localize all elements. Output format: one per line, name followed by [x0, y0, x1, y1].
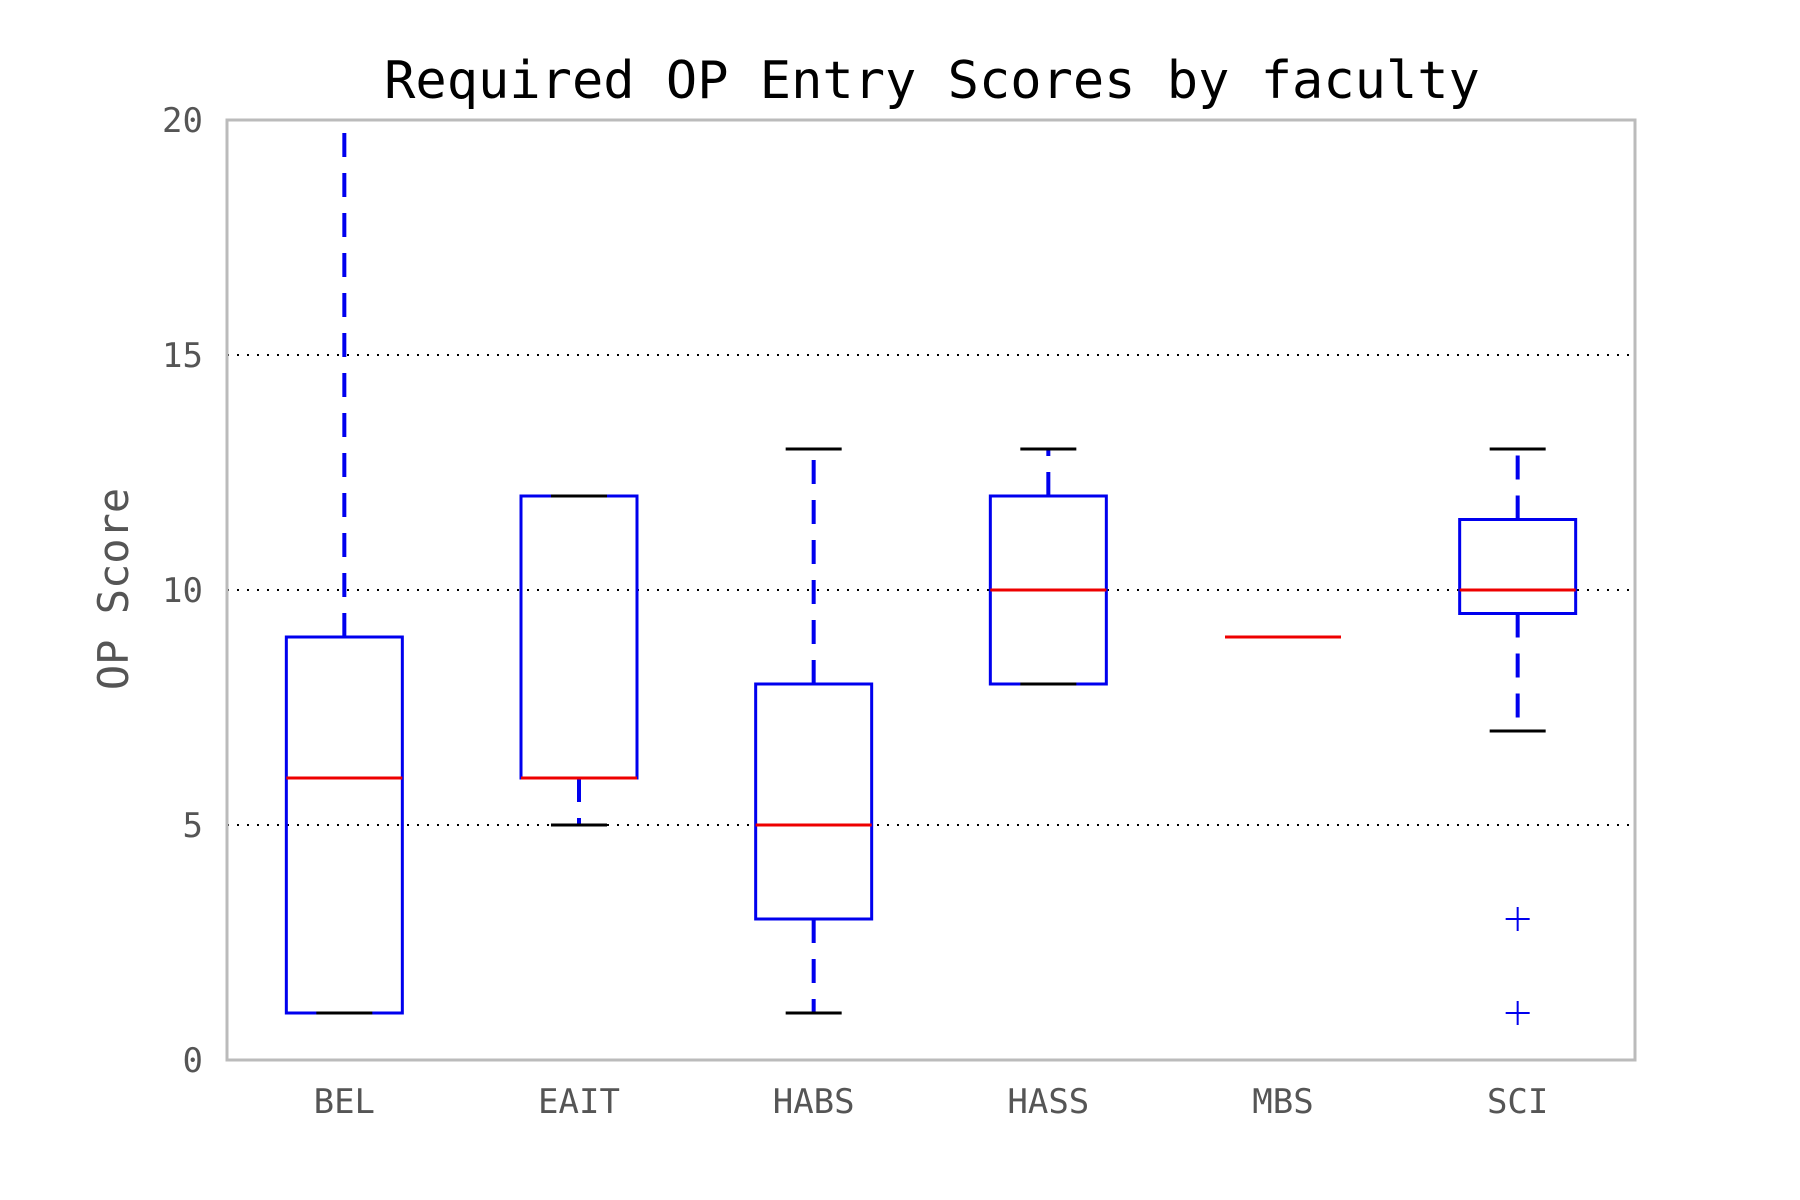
- x-tick-label-eait: EAIT: [538, 1082, 620, 1122]
- grid-lines: [227, 354, 1635, 826]
- plot-frame: [225, 118, 1637, 1062]
- box-hass: [988, 447, 1108, 686]
- y-tick-label-20: 20: [162, 101, 203, 141]
- box-eait: [519, 494, 639, 827]
- boxes: [284, 118, 1578, 1025]
- y-tick-label-5: 5: [183, 806, 203, 846]
- x-tick-label-mbs: MBS: [1252, 1082, 1313, 1122]
- y-tick-label-10: 10: [162, 571, 203, 611]
- box-bel: [284, 118, 404, 1015]
- box-sci: [1458, 447, 1578, 1025]
- x-tick-label-sci: SCI: [1487, 1082, 1548, 1122]
- outlier-sci-1: [1505, 1001, 1530, 1025]
- x-tick-label-bel: BEL: [314, 1082, 375, 1122]
- box-habs: [754, 447, 874, 1015]
- outlier-sci-0: [1505, 907, 1530, 931]
- y-tick-label-0: 0: [183, 1041, 203, 1081]
- box-body-bel: [284, 635, 404, 1015]
- y-tick-label-15: 15: [162, 336, 203, 376]
- box-body-habs: [754, 682, 874, 921]
- x-tick-label-hass: HASS: [1007, 1082, 1089, 1122]
- box-body-eait: [519, 494, 639, 780]
- x-tick-label-habs: HABS: [773, 1082, 855, 1122]
- tick-labels: 0 5 10 15 20 BEL EAIT HABS HASS MBS SCI: [162, 101, 1548, 1122]
- box-body-sci: [1458, 518, 1578, 615]
- y-axis-label: OP Score: [89, 488, 138, 690]
- chart-title: Required OP Entry Scores by faculty: [384, 51, 1480, 111]
